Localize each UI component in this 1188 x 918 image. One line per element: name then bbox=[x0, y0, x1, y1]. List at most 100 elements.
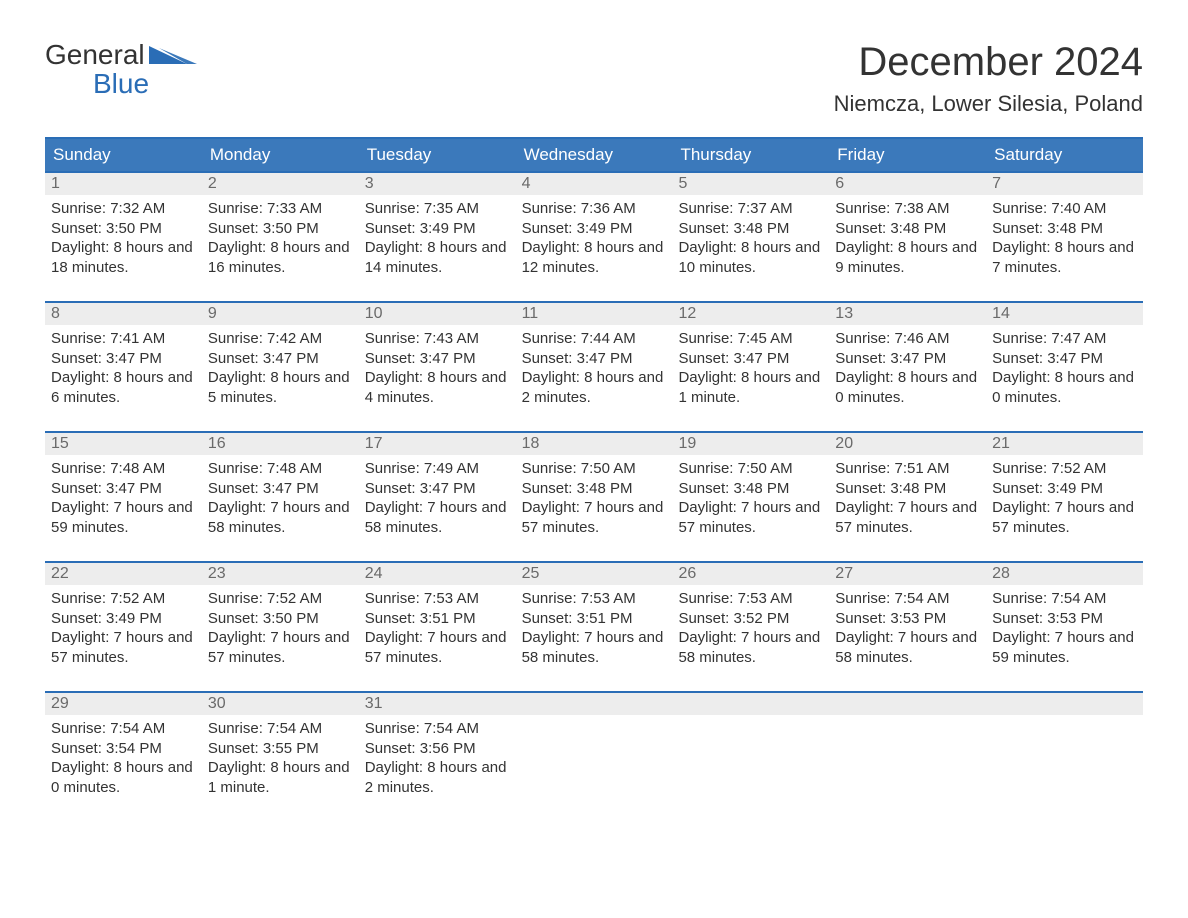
day-cell: 22Sunrise: 7:52 AMSunset: 3:49 PMDayligh… bbox=[45, 563, 202, 691]
logo-text-top: General bbox=[45, 40, 145, 69]
sunset-line: Sunset: 3:47 PM bbox=[208, 479, 353, 499]
day-header-mon: Monday bbox=[202, 139, 359, 171]
daylight-line: Daylight: 7 hours and 58 minutes. bbox=[835, 628, 980, 667]
day-number: 2 bbox=[202, 173, 359, 195]
sunset-line: Sunset: 3:49 PM bbox=[51, 609, 196, 629]
day-cell: 5Sunrise: 7:37 AMSunset: 3:48 PMDaylight… bbox=[672, 173, 829, 301]
sunset-line: Sunset: 3:48 PM bbox=[678, 479, 823, 499]
day-cell: 30Sunrise: 7:54 AMSunset: 3:55 PMDayligh… bbox=[202, 693, 359, 821]
day-cell: 1Sunrise: 7:32 AMSunset: 3:50 PMDaylight… bbox=[45, 173, 202, 301]
daylight-line: Daylight: 7 hours and 57 minutes. bbox=[992, 498, 1137, 537]
sunrise-line: Sunrise: 7:54 AM bbox=[208, 719, 353, 739]
day-data: Sunrise: 7:48 AMSunset: 3:47 PMDaylight:… bbox=[202, 455, 359, 541]
day-number: 28 bbox=[986, 563, 1143, 585]
sunrise-line: Sunrise: 7:32 AM bbox=[51, 199, 196, 219]
sunrise-line: Sunrise: 7:43 AM bbox=[365, 329, 510, 349]
day-number: 4 bbox=[516, 173, 673, 195]
calendar: Sunday Monday Tuesday Wednesday Thursday… bbox=[45, 137, 1143, 821]
logo: General Blue bbox=[45, 40, 201, 99]
sunset-line: Sunset: 3:47 PM bbox=[678, 349, 823, 369]
day-number: 8 bbox=[45, 303, 202, 325]
day-number: 29 bbox=[45, 693, 202, 715]
day-cell: . bbox=[829, 693, 986, 821]
sunset-line: Sunset: 3:50 PM bbox=[208, 609, 353, 629]
daylight-line: Daylight: 8 hours and 12 minutes. bbox=[522, 238, 667, 277]
daylight-line: Daylight: 7 hours and 58 minutes. bbox=[208, 498, 353, 537]
daylight-line: Daylight: 8 hours and 2 minutes. bbox=[522, 368, 667, 407]
day-number: 17 bbox=[359, 433, 516, 455]
sunset-line: Sunset: 3:53 PM bbox=[835, 609, 980, 629]
daylight-line: Daylight: 8 hours and 14 minutes. bbox=[365, 238, 510, 277]
sunset-line: Sunset: 3:49 PM bbox=[522, 219, 667, 239]
day-cell: 28Sunrise: 7:54 AMSunset: 3:53 PMDayligh… bbox=[986, 563, 1143, 691]
day-data: Sunrise: 7:37 AMSunset: 3:48 PMDaylight:… bbox=[672, 195, 829, 281]
sunset-line: Sunset: 3:49 PM bbox=[365, 219, 510, 239]
daylight-line: Daylight: 8 hours and 4 minutes. bbox=[365, 368, 510, 407]
daylight-line: Daylight: 8 hours and 16 minutes. bbox=[208, 238, 353, 277]
day-data: Sunrise: 7:35 AMSunset: 3:49 PMDaylight:… bbox=[359, 195, 516, 281]
sunset-line: Sunset: 3:47 PM bbox=[992, 349, 1137, 369]
day-number: 21 bbox=[986, 433, 1143, 455]
sunrise-line: Sunrise: 7:37 AM bbox=[678, 199, 823, 219]
sunset-line: Sunset: 3:51 PM bbox=[522, 609, 667, 629]
day-number: 26 bbox=[672, 563, 829, 585]
sunrise-line: Sunrise: 7:51 AM bbox=[835, 459, 980, 479]
day-data: Sunrise: 7:32 AMSunset: 3:50 PMDaylight:… bbox=[45, 195, 202, 281]
weeks-container: 1Sunrise: 7:32 AMSunset: 3:50 PMDaylight… bbox=[45, 171, 1143, 821]
day-cell: 21Sunrise: 7:52 AMSunset: 3:49 PMDayligh… bbox=[986, 433, 1143, 561]
sunset-line: Sunset: 3:48 PM bbox=[678, 219, 823, 239]
sunrise-line: Sunrise: 7:53 AM bbox=[365, 589, 510, 609]
sunrise-line: Sunrise: 7:54 AM bbox=[992, 589, 1137, 609]
day-cell: 18Sunrise: 7:50 AMSunset: 3:48 PMDayligh… bbox=[516, 433, 673, 561]
day-number: . bbox=[986, 693, 1143, 715]
sunset-line: Sunset: 3:47 PM bbox=[365, 479, 510, 499]
day-cell: 27Sunrise: 7:54 AMSunset: 3:53 PMDayligh… bbox=[829, 563, 986, 691]
day-number: 22 bbox=[45, 563, 202, 585]
day-data: Sunrise: 7:54 AMSunset: 3:53 PMDaylight:… bbox=[986, 585, 1143, 671]
day-cell: . bbox=[672, 693, 829, 821]
sunrise-line: Sunrise: 7:54 AM bbox=[365, 719, 510, 739]
sunset-line: Sunset: 3:47 PM bbox=[365, 349, 510, 369]
daylight-line: Daylight: 8 hours and 0 minutes. bbox=[51, 758, 196, 797]
sunrise-line: Sunrise: 7:53 AM bbox=[522, 589, 667, 609]
sunset-line: Sunset: 3:56 PM bbox=[365, 739, 510, 759]
sunrise-line: Sunrise: 7:54 AM bbox=[51, 719, 196, 739]
sunrise-line: Sunrise: 7:48 AM bbox=[51, 459, 196, 479]
sunset-line: Sunset: 3:47 PM bbox=[51, 349, 196, 369]
sunset-line: Sunset: 3:48 PM bbox=[522, 479, 667, 499]
day-cell: 13Sunrise: 7:46 AMSunset: 3:47 PMDayligh… bbox=[829, 303, 986, 431]
daylight-line: Daylight: 8 hours and 6 minutes. bbox=[51, 368, 196, 407]
day-data: Sunrise: 7:50 AMSunset: 3:48 PMDaylight:… bbox=[672, 455, 829, 541]
sunset-line: Sunset: 3:47 PM bbox=[208, 349, 353, 369]
day-cell: 16Sunrise: 7:48 AMSunset: 3:47 PMDayligh… bbox=[202, 433, 359, 561]
day-number: . bbox=[672, 693, 829, 715]
sunrise-line: Sunrise: 7:52 AM bbox=[992, 459, 1137, 479]
sunset-line: Sunset: 3:48 PM bbox=[835, 479, 980, 499]
day-header-sat: Saturday bbox=[986, 139, 1143, 171]
day-number: 16 bbox=[202, 433, 359, 455]
day-cell: 15Sunrise: 7:48 AMSunset: 3:47 PMDayligh… bbox=[45, 433, 202, 561]
day-number: 9 bbox=[202, 303, 359, 325]
sunset-line: Sunset: 3:47 PM bbox=[522, 349, 667, 369]
week-row: 1Sunrise: 7:32 AMSunset: 3:50 PMDaylight… bbox=[45, 171, 1143, 301]
day-cell: 11Sunrise: 7:44 AMSunset: 3:47 PMDayligh… bbox=[516, 303, 673, 431]
sunrise-line: Sunrise: 7:41 AM bbox=[51, 329, 196, 349]
sunrise-line: Sunrise: 7:50 AM bbox=[678, 459, 823, 479]
daylight-line: Daylight: 8 hours and 10 minutes. bbox=[678, 238, 823, 277]
sunrise-line: Sunrise: 7:49 AM bbox=[365, 459, 510, 479]
day-number: 12 bbox=[672, 303, 829, 325]
sunrise-line: Sunrise: 7:50 AM bbox=[522, 459, 667, 479]
day-data: Sunrise: 7:44 AMSunset: 3:47 PMDaylight:… bbox=[516, 325, 673, 411]
day-header-sun: Sunday bbox=[45, 139, 202, 171]
day-header-wed: Wednesday bbox=[516, 139, 673, 171]
daylight-line: Daylight: 7 hours and 57 minutes. bbox=[365, 628, 510, 667]
sunset-line: Sunset: 3:48 PM bbox=[835, 219, 980, 239]
day-data: Sunrise: 7:49 AMSunset: 3:47 PMDaylight:… bbox=[359, 455, 516, 541]
sunrise-line: Sunrise: 7:48 AM bbox=[208, 459, 353, 479]
day-cell: . bbox=[516, 693, 673, 821]
day-cell: 23Sunrise: 7:52 AMSunset: 3:50 PMDayligh… bbox=[202, 563, 359, 691]
day-data: Sunrise: 7:40 AMSunset: 3:48 PMDaylight:… bbox=[986, 195, 1143, 281]
day-data: Sunrise: 7:54 AMSunset: 3:54 PMDaylight:… bbox=[45, 715, 202, 801]
day-header-tue: Tuesday bbox=[359, 139, 516, 171]
daylight-line: Daylight: 8 hours and 0 minutes. bbox=[835, 368, 980, 407]
